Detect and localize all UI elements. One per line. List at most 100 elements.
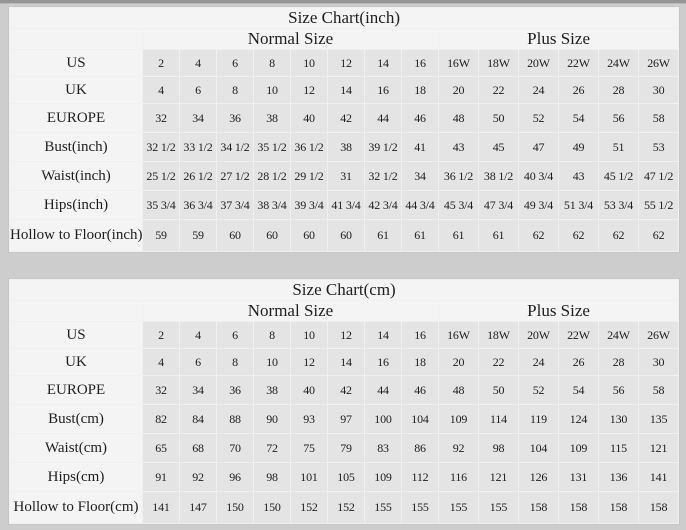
table-row: UK 4 6 8 10 12 14 16 18 20 22 24 26 28 30: [10, 77, 679, 103]
size-value-cell: 42: [328, 104, 364, 132]
size-value-cell: 44: [365, 104, 401, 132]
size-value-cell: 75: [291, 434, 327, 462]
size-value-cell: 32: [143, 376, 179, 404]
size-value-cell: 55 1/2: [639, 191, 679, 219]
size-value-cell: 114: [479, 405, 518, 433]
size-value-cell: 6: [180, 77, 216, 103]
normal-size-header: Normal Size: [143, 29, 438, 49]
size-value-cell: 28: [599, 349, 638, 375]
size-value-cell: 158: [559, 492, 598, 523]
size-value-cell: 109: [365, 463, 401, 491]
size-value-cell: 43: [559, 162, 598, 190]
table-row: Hollow to Floor(cm) 141 147 150 150 152 152 155…: [10, 492, 679, 523]
size-value-cell: 28: [599, 77, 638, 103]
size-value-cell: 150: [254, 492, 290, 523]
size-value-cell: 45 3/4: [439, 191, 478, 219]
size-value-cell: 54: [559, 104, 598, 132]
size-value-cell: 61: [365, 220, 401, 251]
size-value-cell: 60: [328, 220, 364, 251]
row-label: Waist(inch): [10, 162, 142, 190]
size-value-cell: 10: [291, 50, 327, 76]
size-value-cell: 25 1/2: [143, 162, 179, 190]
table-title: Size Chart(cm): [10, 280, 679, 300]
table-title: Size Chart(inch): [10, 8, 679, 28]
size-value-cell: 36 3/4: [180, 191, 216, 219]
size-value-cell: 2: [143, 50, 179, 76]
row-label: UK: [10, 77, 142, 103]
size-value-cell: 14: [328, 77, 364, 103]
size-value-cell: 48: [439, 376, 478, 404]
size-chart-inch-table: Size Chart(inch) Normal Size Plus Size US 2 4…: [8, 6, 681, 253]
size-value-cell: 49: [559, 133, 598, 161]
size-value-cell: 20: [439, 77, 478, 103]
size-value-cell: 147: [180, 492, 216, 523]
row-label: Bust(cm): [10, 405, 142, 433]
size-value-cell: 109: [439, 405, 478, 433]
size-value-cell: 135: [639, 405, 679, 433]
size-value-cell: 26W: [639, 322, 679, 348]
size-value-cell: 51: [599, 133, 638, 161]
size-value-cell: 101: [291, 463, 327, 491]
size-value-cell: 155: [365, 492, 401, 523]
size-value-cell: 16: [402, 50, 438, 76]
table-row: EUROPE 32 34 36 38 40 42 44 46 48 50 52 54 56 58: [10, 376, 679, 404]
size-value-cell: 8: [254, 322, 290, 348]
table-title-row: Size Chart(inch): [10, 8, 679, 28]
size-value-cell: 36: [217, 104, 253, 132]
size-value-cell: 24: [519, 349, 558, 375]
size-value-cell: 16W: [439, 322, 478, 348]
row-label: Bust(inch): [10, 133, 142, 161]
table-row: US 2 4 6 8 10 12 14 16 16W 18W 20W 22W 24W 26W: [10, 322, 679, 348]
size-value-cell: 60: [254, 220, 290, 251]
size-value-cell: 6: [217, 50, 253, 76]
size-value-cell: 112: [402, 463, 438, 491]
size-value-cell: 136: [599, 463, 638, 491]
size-value-cell: 84: [180, 405, 216, 433]
size-value-cell: 22W: [559, 50, 598, 76]
group-header-row: Normal Size Plus Size: [10, 301, 679, 321]
row-label: Waist(cm): [10, 434, 142, 462]
size-value-cell: 40: [291, 104, 327, 132]
size-value-cell: 98: [479, 434, 518, 462]
size-value-cell: 59: [180, 220, 216, 251]
size-value-cell: 47: [519, 133, 558, 161]
table-row: UK 4 6 8 10 12 14 16 18 20 22 24 26 28 30: [10, 349, 679, 375]
table-row: Hollow to Floor(inch) 59 59 60 60 60 60 61 61 61 6…: [10, 220, 679, 251]
size-value-cell: 52: [519, 376, 558, 404]
size-value-cell: 158: [599, 492, 638, 523]
size-value-cell: 141: [143, 492, 179, 523]
size-value-cell: 56: [599, 376, 638, 404]
size-value-cell: 12: [291, 77, 327, 103]
row-label: Hollow to Floor(inch): [10, 220, 142, 251]
size-value-cell: 32 1/2: [143, 133, 179, 161]
size-value-cell: 34 1/2: [217, 133, 253, 161]
size-value-cell: 61: [439, 220, 478, 251]
size-value-cell: 16: [365, 77, 401, 103]
size-value-cell: 68: [180, 434, 216, 462]
size-value-cell: 4: [180, 322, 216, 348]
size-value-cell: 62: [639, 220, 679, 251]
size-value-cell: 155: [439, 492, 478, 523]
size-value-cell: 27 1/2: [217, 162, 253, 190]
size-value-cell: 24W: [599, 322, 638, 348]
size-value-cell: 46: [402, 376, 438, 404]
size-value-cell: 48: [439, 104, 478, 132]
size-value-cell: 32 1/2: [365, 162, 401, 190]
size-value-cell: 28 1/2: [254, 162, 290, 190]
size-value-cell: 130: [599, 405, 638, 433]
size-value-cell: 31: [328, 162, 364, 190]
size-value-cell: 51 3/4: [559, 191, 598, 219]
size-value-cell: 22: [479, 77, 518, 103]
size-value-cell: 60: [291, 220, 327, 251]
size-value-cell: 49 3/4: [519, 191, 558, 219]
size-value-cell: 41: [402, 133, 438, 161]
size-value-cell: 41 3/4: [328, 191, 364, 219]
size-value-cell: 8: [254, 50, 290, 76]
size-value-cell: 30: [639, 77, 679, 103]
size-value-cell: 126: [519, 463, 558, 491]
size-value-cell: 121: [639, 434, 679, 462]
size-value-cell: 14: [328, 349, 364, 375]
size-value-cell: 34: [180, 376, 216, 404]
size-value-cell: 82: [143, 405, 179, 433]
table-row: Waist(cm) 65 68 70 72 75 79 83 86 92 98 104 109 115 12…: [10, 434, 679, 462]
